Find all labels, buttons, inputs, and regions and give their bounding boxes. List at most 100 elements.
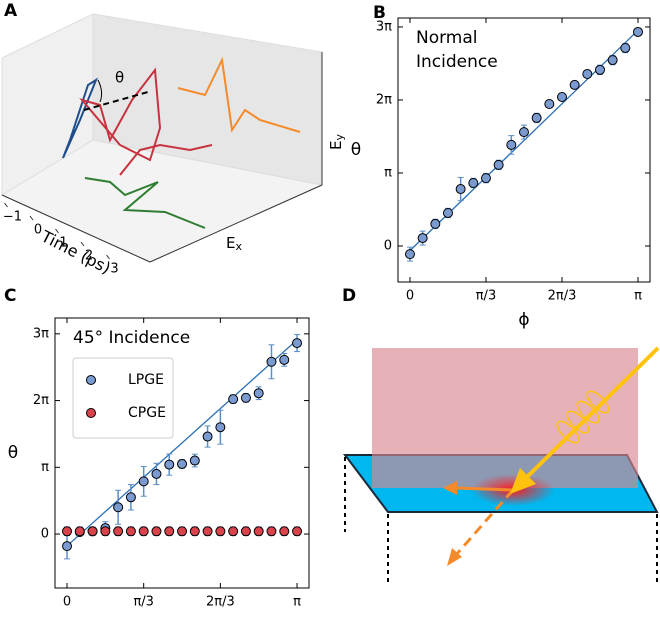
- x-axis-label: ϕ: [176, 616, 187, 618]
- point: [62, 541, 73, 552]
- point: [177, 458, 188, 469]
- legend-marker: [86, 408, 96, 418]
- point: [279, 354, 290, 365]
- y-tick-label: 2π: [33, 393, 49, 408]
- point: [493, 159, 504, 170]
- point: [138, 476, 149, 487]
- point: [632, 26, 643, 37]
- point: [292, 338, 303, 349]
- point: [620, 42, 631, 53]
- point: [594, 64, 605, 75]
- panel-label: D: [342, 286, 356, 306]
- tick: [80, 241, 85, 247]
- x-tick-label: 2π/3: [548, 289, 577, 304]
- point: [125, 526, 136, 537]
- point: [430, 218, 441, 229]
- point: [164, 526, 175, 537]
- y-tick-label: 0: [384, 238, 392, 253]
- annotation: 45° Incidence: [73, 328, 190, 348]
- point: [582, 69, 593, 80]
- point: [100, 526, 111, 537]
- x-tick-label: 0: [34, 223, 42, 238]
- point: [569, 79, 580, 90]
- legend-label: CPGE: [128, 405, 166, 421]
- plot-frame: [397, 17, 651, 283]
- point: [151, 468, 162, 479]
- point: [177, 526, 188, 537]
- point: [189, 455, 200, 466]
- point: [202, 526, 213, 537]
- label-sub: x: [235, 240, 242, 253]
- point: [240, 526, 251, 537]
- point: [240, 392, 251, 403]
- point: [253, 388, 264, 399]
- panel-label: B: [373, 3, 386, 23]
- point: [113, 502, 124, 513]
- panel-label: A: [4, 1, 18, 21]
- panel-a-box: [0, 13, 324, 263]
- point: [151, 526, 162, 537]
- point: [228, 526, 239, 537]
- point: [607, 55, 618, 66]
- y-tick-label: π: [41, 460, 49, 475]
- panel-label: C: [4, 286, 16, 306]
- point: [531, 112, 542, 123]
- annotation: Incidence: [416, 52, 498, 72]
- angle-label: θ: [115, 69, 124, 87]
- x-tick-label: π: [293, 595, 301, 610]
- point: [215, 526, 226, 537]
- x-tick-label: π/3: [476, 289, 496, 304]
- x-tick-label: π/3: [133, 595, 153, 610]
- point: [279, 526, 290, 537]
- tick: [29, 215, 34, 221]
- point: [202, 431, 213, 442]
- x-tick-label: 1: [59, 236, 67, 251]
- point: [468, 178, 479, 188]
- x-tick-label: −1: [3, 210, 22, 225]
- point: [164, 459, 175, 470]
- y-tick-label: π: [384, 165, 392, 180]
- label-main: E: [226, 234, 235, 252]
- z-axis-label: Ey: [327, 134, 347, 150]
- tick: [106, 254, 110, 260]
- label-sub: y: [333, 134, 346, 141]
- point: [266, 526, 277, 537]
- y-axis-label: θ: [351, 140, 361, 160]
- point: [292, 526, 303, 537]
- point: [417, 233, 428, 244]
- point: [125, 492, 136, 503]
- point: [87, 526, 98, 537]
- legend-marker: [86, 375, 96, 385]
- label-main: E: [327, 141, 345, 150]
- y-axis-label: θ: [8, 443, 18, 463]
- plot-frame: [54, 317, 310, 589]
- tick: [4, 202, 8, 208]
- x-tick-label: 0: [63, 595, 71, 610]
- x-tick-label: 2π/3: [206, 595, 235, 610]
- point: [455, 184, 466, 195]
- point: [266, 356, 277, 367]
- point: [506, 139, 517, 150]
- point: [189, 526, 200, 537]
- y-tick-label: 2π: [376, 92, 392, 107]
- point: [228, 394, 239, 405]
- x-tick-label: 2: [85, 249, 93, 264]
- panel-d-diagram: [342, 346, 660, 585]
- annotation: Normal: [416, 28, 478, 48]
- point: [480, 173, 491, 184]
- y-axis-label: Ex: [226, 234, 242, 254]
- fit-line: [66, 339, 298, 547]
- tick: [55, 228, 59, 234]
- point: [518, 127, 529, 138]
- y-tick-label: 0: [41, 527, 49, 542]
- point: [544, 98, 555, 109]
- point: [138, 526, 149, 537]
- x-tick-label: 0: [406, 289, 414, 304]
- legend-label: LPGE: [128, 372, 164, 388]
- point: [215, 422, 226, 433]
- point: [74, 526, 85, 537]
- x-axis-label: ϕ: [518, 310, 529, 330]
- point: [113, 526, 124, 537]
